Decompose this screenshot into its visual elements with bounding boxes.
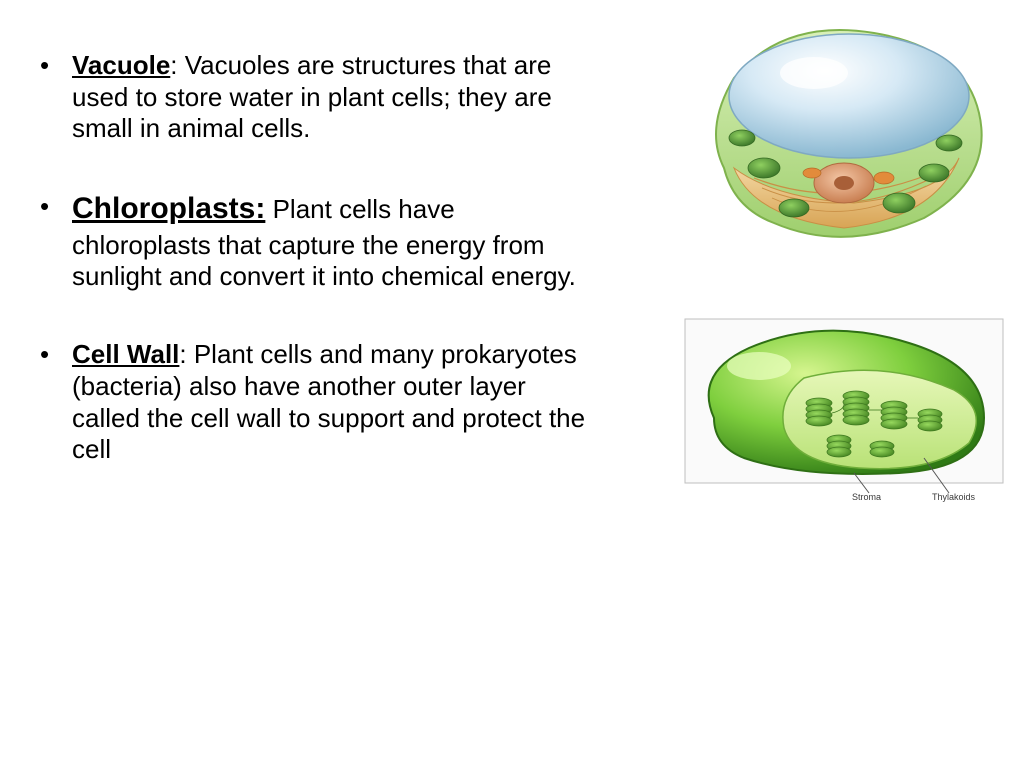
text-chloroplasts-body: chloroplasts that capture the energy fro… (72, 230, 600, 293)
term-vacuole: Vacuole (72, 50, 170, 80)
slide: Vacuole: Vacuoles are structures that ar… (0, 0, 1024, 768)
chloroplast-image: Stroma Thylakoids (684, 318, 1004, 502)
bullet-list: Vacuole: Vacuoles are structures that ar… (40, 50, 600, 512)
label-stroma: Stroma (852, 492, 881, 502)
text-chloroplasts-inline: Plant cells have (265, 194, 454, 224)
term-cellwall: Cell Wall (72, 339, 179, 369)
bullet-cellwall: Cell Wall: Plant cells and many prokaryo… (40, 339, 600, 466)
term-chloroplasts: Chloroplasts: (72, 192, 265, 225)
chloroplast-svg: Stroma Thylakoids (684, 318, 1004, 502)
plant-cell-svg (694, 18, 994, 248)
bullet-vacuole: Vacuole: Vacuoles are structures that ar… (40, 50, 600, 145)
plant-cell-image (694, 18, 994, 248)
label-thylakoids: Thylakoids (932, 492, 976, 502)
bullet-chloroplasts: Chloroplasts: Plant cells have chloropla… (40, 191, 600, 293)
